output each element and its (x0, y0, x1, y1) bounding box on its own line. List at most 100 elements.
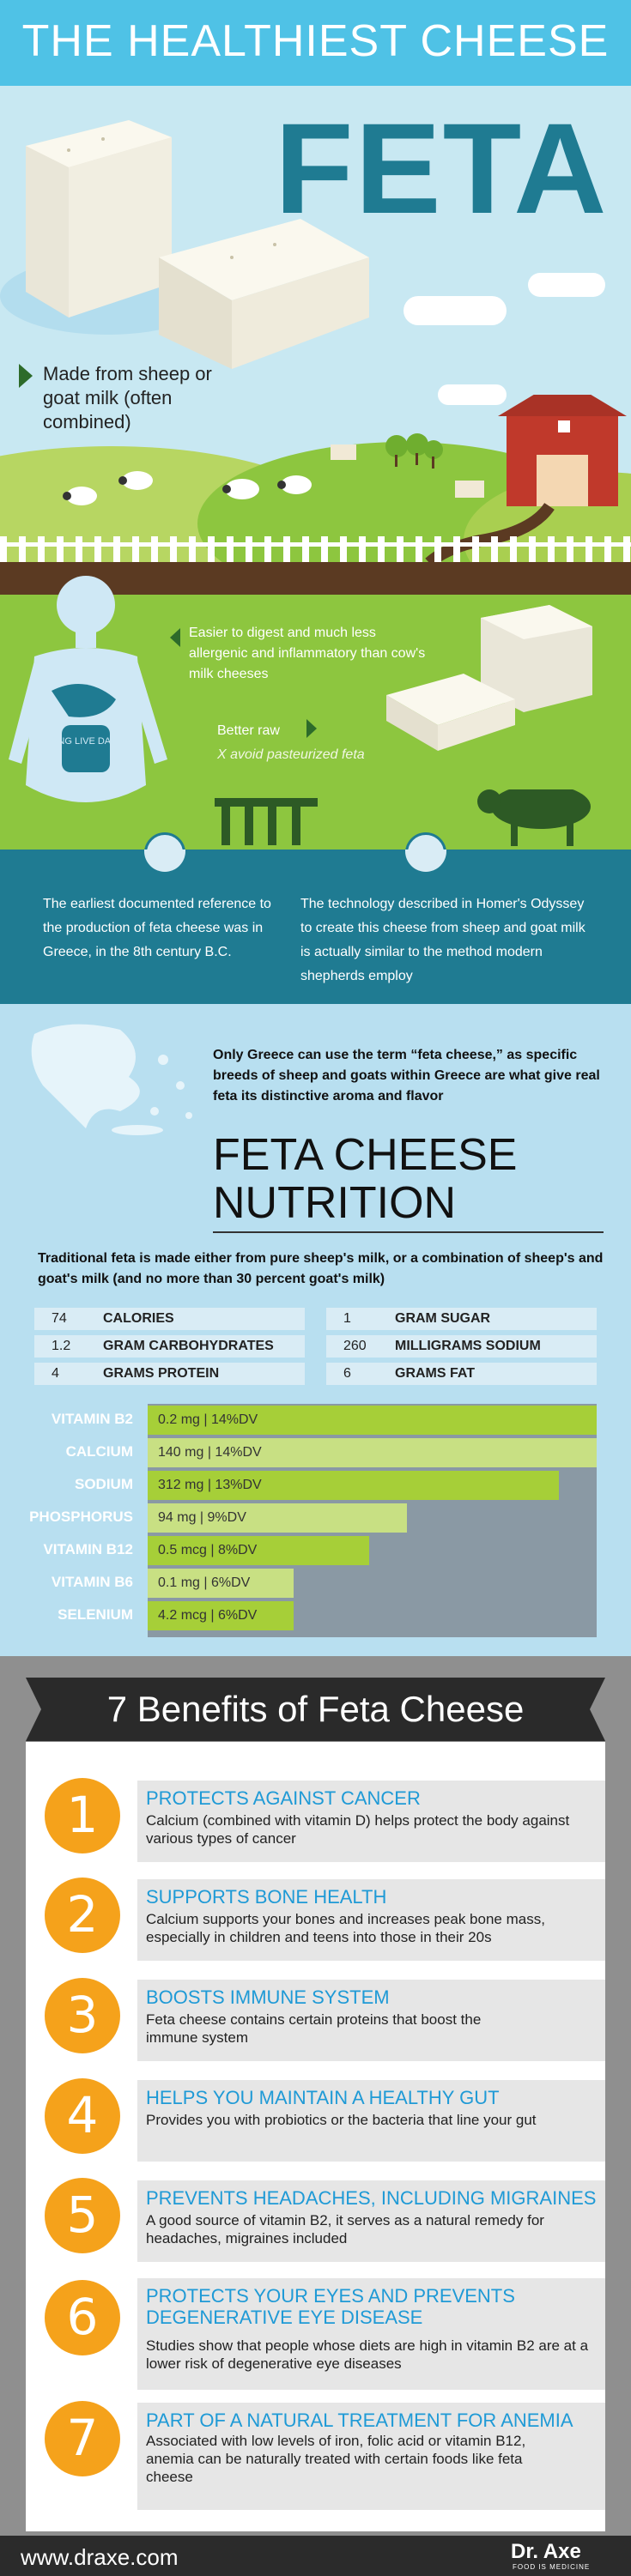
cloud-illustration (528, 273, 605, 297)
organ-label: LONG LIVE DAIRY (46, 736, 127, 747)
nutrition-title-line1: FETA CHEESE (213, 1130, 518, 1180)
title-underline (213, 1231, 604, 1233)
footer-bar (0, 2536, 631, 2576)
nutrient-bar-row: VITAMIN B6 0.1 mg | 6%DV (0, 1567, 631, 1598)
fence-illustration (0, 536, 631, 562)
left-arrow-icon (170, 628, 180, 647)
nutrient-value: 0.1 mg | 6%DV (158, 1575, 251, 1590)
benefit-number-badge: 2 (45, 1878, 120, 1953)
better-raw-label: Better raw (217, 723, 280, 738)
benefit-card: SUPPORTS BONE HEALTH Calcium supports yo… (137, 1879, 605, 1961)
feta-block-illustration (26, 120, 369, 369)
nutrient-bar: 140 mg | 14%DV (148, 1438, 597, 1467)
stat-fat: 6 GRAMS FAT (326, 1363, 597, 1385)
nutrient-bar-row: CALCIUM 140 mg | 14%DV (0, 1436, 631, 1467)
benefit-card: BOOSTS IMMUNE SYSTEM Feta cheese contain… (137, 1980, 605, 2061)
benefit-title: SUPPORTS BONE HEALTH (146, 1886, 387, 1908)
stat-value: 1.2 (52, 1339, 71, 1353)
stat-sugar: 1 GRAM SUGAR (326, 1308, 597, 1330)
page-title: THE HEALTHIEST CHEESE (21, 16, 610, 66)
benefit-card: HELPS YOU MAINTAIN A HEALTHY GUT Provide… (137, 2080, 605, 2162)
stat-label: GRAMS PROTEIN (103, 1366, 220, 1381)
nutrient-bar: 312 mg | 13%DV (148, 1471, 559, 1500)
history-homer-odyssey: The technology described in Homer's Odys… (300, 897, 585, 983)
nutrient-bar-row: SELENIUM 4.2 mcg | 6%DV (0, 1599, 631, 1630)
nutrient-name: PHOSPHORUS (29, 1509, 133, 1525)
nutrient-bar: 94 mg | 9%DV (148, 1503, 407, 1533)
benefit-description: Studies show that people whose diets are… (146, 2337, 589, 2372)
benefit-title: BOOSTS IMMUNE SYSTEM (146, 1986, 390, 2008)
stat-value: 74 (52, 1311, 67, 1326)
nutrient-bar-row: SODIUM 312 mg | 13%DV (0, 1469, 631, 1500)
nutrient-name: VITAMIN B6 (51, 1574, 133, 1590)
nutrient-value: 94 mg | 9%DV (158, 1510, 246, 1525)
benefit-description: Calcium supports your bones and increase… (146, 1911, 545, 1945)
greece-map-illustration (31, 1024, 192, 1135)
stat-value: 260 (343, 1339, 367, 1353)
stats-left: 74 CALORIES 1.2 GRAM CARBOHYDRATES 4 GRA… (34, 1308, 305, 1385)
nutrition-title-line2: NUTRITION (213, 1178, 457, 1228)
stat-protein: 4 GRAMS PROTEIN (34, 1363, 305, 1385)
stat-label: CALORIES (103, 1311, 174, 1326)
nutrient-bar: 0.2 mg | 14%DV (148, 1406, 597, 1435)
benefits-title: 7 Benefits of Feta Cheese (106, 1689, 525, 1729)
nutrient-name: CALCIUM (65, 1443, 133, 1460)
benefit-card: PROTECTS AGAINST CANCER Calcium (combine… (137, 1781, 605, 1862)
nutrient-value: 312 mg | 13%DV (158, 1478, 262, 1492)
website-link[interactable]: www.draxe.com (21, 2544, 179, 2570)
stat-label: MILLIGRAMS SODIUM (395, 1339, 541, 1353)
benefit-title: PREVENTS HEADACHES, INCLUDING MIGRAINES (146, 2187, 597, 2209)
stat-carbs: 1.2 GRAM CARBOHYDRATES (34, 1335, 305, 1358)
brand-tagline: FOOD IS MEDICINE (513, 2563, 591, 2571)
benefit-number-badge: 5 (45, 2178, 120, 2253)
benefit-number-badge: 7 (45, 2401, 120, 2476)
nutrient-value: 4.2 mcg | 6%DV (158, 1608, 258, 1623)
benefit-description: A good source of vitamin B2, it serves a… (146, 2212, 544, 2246)
benefit-title: PROTECTS YOUR EYES AND PREVENTS DEGENERA… (146, 2285, 515, 2328)
digestion-note: Easier to digest and much less allergeni… (189, 626, 426, 681)
nutrient-bar: 4.2 mcg | 6%DV (148, 1601, 294, 1630)
benefit-title: PROTECTS AGAINST CANCER (146, 1787, 421, 1809)
history-section (0, 850, 631, 1004)
fence-rail (0, 542, 631, 547)
nutrient-name: SODIUM (75, 1476, 133, 1492)
stats-right: 1 GRAM SUGAR 260 MILLIGRAMS SODIUM 6 GRA… (326, 1308, 597, 1385)
benefits-header: 7 Benefits of Feta Cheese (26, 1678, 605, 1741)
stat-value: 4 (52, 1366, 59, 1381)
avoid-pasteurized-note: X avoid pasteurized feta (217, 747, 365, 762)
brand-logo: Dr. Axe (511, 2540, 581, 2563)
nutrient-bar-chart: VITAMIN B2 0.2 mg | 14%DV CALCIUM 140 mg | … (0, 1404, 631, 1637)
nutrient-value: 140 mg | 14%DV (158, 1445, 262, 1460)
nutrient-name: SELENIUM (58, 1606, 133, 1623)
human-body-illustration: LONG LIVE DAIRY (9, 576, 167, 802)
history-earliest-record: The earliest documented reference to the… (43, 897, 271, 959)
stat-label: GRAM SUGAR (395, 1311, 491, 1326)
cloud-illustration (438, 384, 507, 405)
benefit-card: PROTECTS YOUR EYES AND PREVENTS DEGENERA… (137, 2278, 605, 2390)
traditional-feta-note: Traditional feta is made either from pur… (38, 1251, 604, 1286)
benefit-title: PART OF A NATURAL TREATMENT FOR ANEMIA (146, 2410, 573, 2431)
cloud-illustration (403, 296, 507, 325)
nutrient-value: 0.5 mcg | 8%DV (158, 1543, 258, 1557)
feta-headline: FETA (275, 96, 609, 240)
nutrient-bar: 0.1 mg | 6%DV (148, 1569, 294, 1598)
nutrient-value: 0.2 mg | 14%DV (158, 1412, 258, 1427)
right-arrow-icon (306, 719, 317, 738)
benefit-number-badge: 1 (45, 1778, 120, 1853)
benefit-description: Feta cheese contains certain proteins th… (146, 2011, 482, 2046)
benefit-number-badge: 6 (45, 2280, 120, 2355)
nutrient-bar: 0.5 mcg | 8%DV (148, 1536, 369, 1565)
stat-calories: 74 CALORIES (34, 1308, 305, 1330)
benefit-description: Calcium (combined with vitamin D) helps … (146, 1812, 570, 1847)
greece-only-note: Only Greece can use the term “feta chees… (213, 1048, 600, 1104)
nutrient-bar-row: VITAMIN B12 0.5 mcg | 8%DV (0, 1534, 631, 1565)
benefit-description: Provides you with probiotics or the bact… (146, 2112, 537, 2128)
stat-label: GRAMS FAT (395, 1366, 476, 1381)
ruins-and-sheep-silhouette (215, 789, 591, 846)
nutrient-bar-row: VITAMIN B2 0.2 mg | 14%DV (0, 1404, 631, 1435)
benefit-title: HELPS YOU MAINTAIN A HEALTHY GUT (146, 2087, 500, 2108)
benefit-card: PREVENTS HEADACHES, INCLUDING MIGRAINES … (137, 2180, 605, 2262)
header-notch (590, 1678, 605, 1741)
stat-value: 1 (343, 1311, 351, 1326)
